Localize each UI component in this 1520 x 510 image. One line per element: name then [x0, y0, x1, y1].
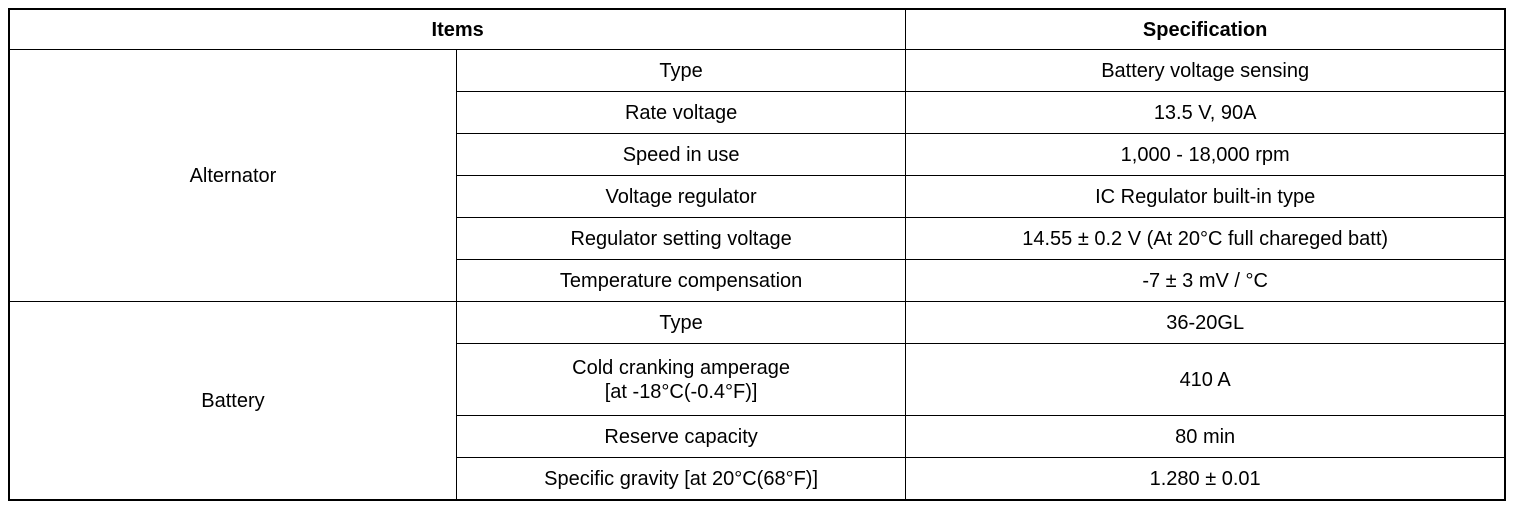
item-cell: Speed in use — [455, 133, 907, 176]
table-row: Rate voltage 13.5 V, 90A — [9, 91, 1506, 134]
item-cell: Specific gravity [at 20°C(68°F)] — [455, 457, 907, 501]
table-row: Reserve capacity 80 min — [9, 415, 1506, 458]
spec-cell: Battery voltage sensing — [905, 49, 1506, 92]
header-cell: Items — [8, 8, 907, 50]
item-cell: Type — [455, 301, 907, 344]
header-row: Items Specification — [8, 8, 1506, 50]
spec-cell: IC Regulator built-in type — [905, 175, 1506, 218]
item-cell: Cold cranking amperage [at -18°C(-0.4°F)… — [455, 343, 907, 416]
table-row: Alternator Type Battery voltage sensing — [8, 49, 1506, 302]
spec-table: Items Specification Alternator Type Batter… — [8, 8, 1506, 501]
table-row: Specific gravity [at 20°C(68°F)] 1.280 ± … — [9, 457, 1506, 501]
spec-cell: 13.5 V, 90A — [905, 91, 1506, 134]
table-row: Cold cranking amperage [at -18°C(-0.4°F)… — [9, 343, 1506, 416]
item-cell: Voltage regulator — [455, 175, 907, 218]
spec-cell: 36-20GL — [905, 301, 1506, 344]
item-cell: Type — [455, 49, 907, 92]
item-cell: Regulator setting voltage — [455, 217, 907, 260]
item-cell: Temperature compensation — [455, 259, 907, 302]
item-cell: Rate voltage — [455, 91, 907, 134]
table-row: Voltage regulator IC Regulator built-in t… — [9, 175, 1506, 218]
table-row: Temperature compensation -7 ± 3 mV / °C — [9, 259, 1506, 302]
spec-cell: 1,000 - 18,000 rpm — [905, 133, 1506, 176]
spec-cell: 1.280 ± 0.01 — [905, 457, 1506, 501]
table-body: Alternator Type Battery voltage sensing Rat… — [8, 49, 1506, 501]
spec-cell: -7 ± 3 mV / °C — [905, 259, 1506, 302]
item-cell: Reserve capacity — [455, 415, 907, 458]
spec-cell: 80 min — [905, 415, 1506, 458]
group-cell: Alternator — [8, 49, 457, 302]
table-row: Regulator setting voltage 14.55 ± 0.2 V (… — [9, 217, 1506, 260]
group-cell: Battery — [8, 301, 457, 501]
table-row: Speed in use 1,000 - 18,000 rpm — [9, 133, 1506, 176]
spec-cell: 14.55 ± 0.2 V (At 20°C full chareged bat… — [905, 217, 1506, 260]
table-row: Battery Type 36-20GL — [8, 301, 1506, 501]
spec-cell: 410 A — [905, 343, 1506, 416]
header-cell: Specification — [905, 8, 1506, 50]
